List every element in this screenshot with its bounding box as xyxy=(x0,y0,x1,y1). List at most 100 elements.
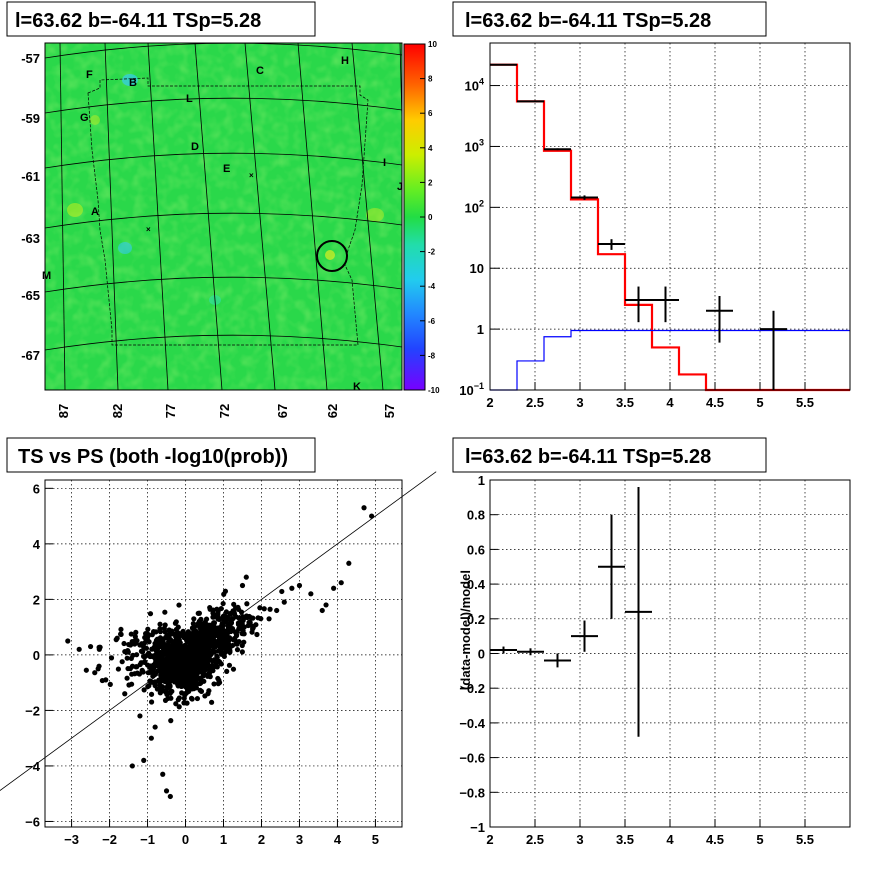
title-bottom-left-text: TS vs PS (both -log10(prob)) xyxy=(18,446,288,468)
scatter-point xyxy=(139,667,145,673)
scatter-point xyxy=(155,651,161,657)
scatter-point xyxy=(175,630,181,636)
colorbar-tick-label: -6 xyxy=(428,317,436,326)
map-x-tick-label: 82 xyxy=(110,404,125,418)
scatter-point xyxy=(224,668,230,674)
scatter-point xyxy=(189,673,195,679)
spectrum-y-tick-label: 103 xyxy=(465,137,484,154)
region-label-d: D xyxy=(191,141,199,153)
scatter-point xyxy=(140,653,147,660)
scatter-point xyxy=(155,646,161,652)
scatter-point xyxy=(215,616,221,622)
map-x-tick-label: 72 xyxy=(217,404,232,418)
residual-points xyxy=(490,486,652,737)
scatter-point xyxy=(205,671,211,677)
spectrum-x-tick-label: 5.5 xyxy=(796,395,814,410)
scatter-point xyxy=(148,735,154,741)
scatter-point xyxy=(248,615,254,621)
scatter-point xyxy=(308,591,314,597)
scatter-point xyxy=(289,585,295,591)
scatter-point xyxy=(176,645,182,651)
scatter-point xyxy=(205,646,212,652)
scatter-point xyxy=(221,634,227,641)
region-label-i: I xyxy=(383,157,386,169)
residual-y-tick-label: 0 xyxy=(478,647,485,662)
scatter-point xyxy=(177,677,183,683)
scatter-point xyxy=(210,640,216,646)
map-y-tick-label: -57 xyxy=(21,51,40,66)
region-label-a: A xyxy=(91,206,99,218)
scatter-point xyxy=(182,691,188,697)
scatter-x-tick-label: 3 xyxy=(296,832,303,847)
scatter-point xyxy=(164,683,171,690)
scatter-point xyxy=(130,652,136,658)
scatter-point xyxy=(181,663,187,669)
scatter-point xyxy=(178,658,184,665)
scatter-point xyxy=(236,626,242,632)
colorbar-ticks: 10 8 6 4 2 0 -2 -4 -6 -8 -10 xyxy=(420,40,440,395)
scatter-point xyxy=(281,599,287,605)
scatter-point xyxy=(175,636,182,643)
scatter-point xyxy=(118,631,124,637)
spectrum-x-tick-label: 2.5 xyxy=(526,395,544,410)
scatter-point xyxy=(172,620,179,626)
scatter-point xyxy=(65,638,71,644)
scatter-point xyxy=(215,675,221,682)
scatter-point xyxy=(149,646,155,652)
scatter-point xyxy=(216,659,222,665)
scatter-point xyxy=(124,675,130,681)
scatter-point xyxy=(231,637,237,643)
scatter-point xyxy=(203,616,210,622)
scatter-point xyxy=(141,757,147,763)
scatter-points xyxy=(65,505,375,800)
survey-footprint xyxy=(87,77,369,346)
scatter-point xyxy=(166,632,172,638)
scatter-point xyxy=(197,687,203,693)
scatter-point xyxy=(319,607,325,614)
scatter-point xyxy=(222,649,228,656)
scatter-point xyxy=(164,651,170,657)
marker-x-1: × xyxy=(146,225,151,234)
scatter-point xyxy=(118,626,124,633)
spectrum-y-tick-label: 1 xyxy=(477,322,484,337)
scatter-point xyxy=(189,652,195,659)
region-label-f: F xyxy=(86,69,93,81)
scatter-point xyxy=(140,649,146,655)
scatter-point xyxy=(137,713,143,719)
scatter-point xyxy=(194,695,201,702)
scatter-point xyxy=(180,628,186,634)
colorbar-tick-label: -8 xyxy=(428,351,436,360)
region-label-e: E xyxy=(223,163,230,175)
scatter-y-tick-label: 0 xyxy=(33,648,40,663)
map-frame xyxy=(44,42,403,391)
scatter-point xyxy=(200,669,206,676)
scatter-point xyxy=(234,647,241,653)
residual-x-tick-label: 5 xyxy=(756,832,763,847)
scatter-x-tick-label: −1 xyxy=(140,832,155,847)
colorbar-tick-label: 4 xyxy=(428,144,433,153)
scatter-point xyxy=(184,631,190,638)
scatter-point xyxy=(165,676,171,682)
scatter-point xyxy=(243,613,250,619)
scatter-y-tick-label: 2 xyxy=(33,592,40,607)
scatter-point xyxy=(169,666,175,672)
title-top-right-text: l=63.62 b=-64.11 TSp=5.28 xyxy=(465,10,711,32)
scatter-point xyxy=(153,629,159,635)
scatter-point xyxy=(210,614,216,620)
region-label-l: L xyxy=(186,93,193,105)
scatter-x-tick-label: 1 xyxy=(220,832,227,847)
region-label-g: G xyxy=(80,112,89,124)
scatter-point xyxy=(148,691,155,697)
scatter-x-tick-label: 0 xyxy=(182,832,189,847)
scatter-point xyxy=(236,638,242,645)
source-circle xyxy=(316,240,348,272)
colorbar xyxy=(404,44,425,390)
reference-line-y-equals-x xyxy=(0,471,437,791)
spectrum-grid xyxy=(489,43,850,391)
scatter-point xyxy=(176,704,182,710)
scatter-point xyxy=(214,664,220,670)
residual-grid xyxy=(489,479,850,828)
scatter-point xyxy=(159,684,166,690)
